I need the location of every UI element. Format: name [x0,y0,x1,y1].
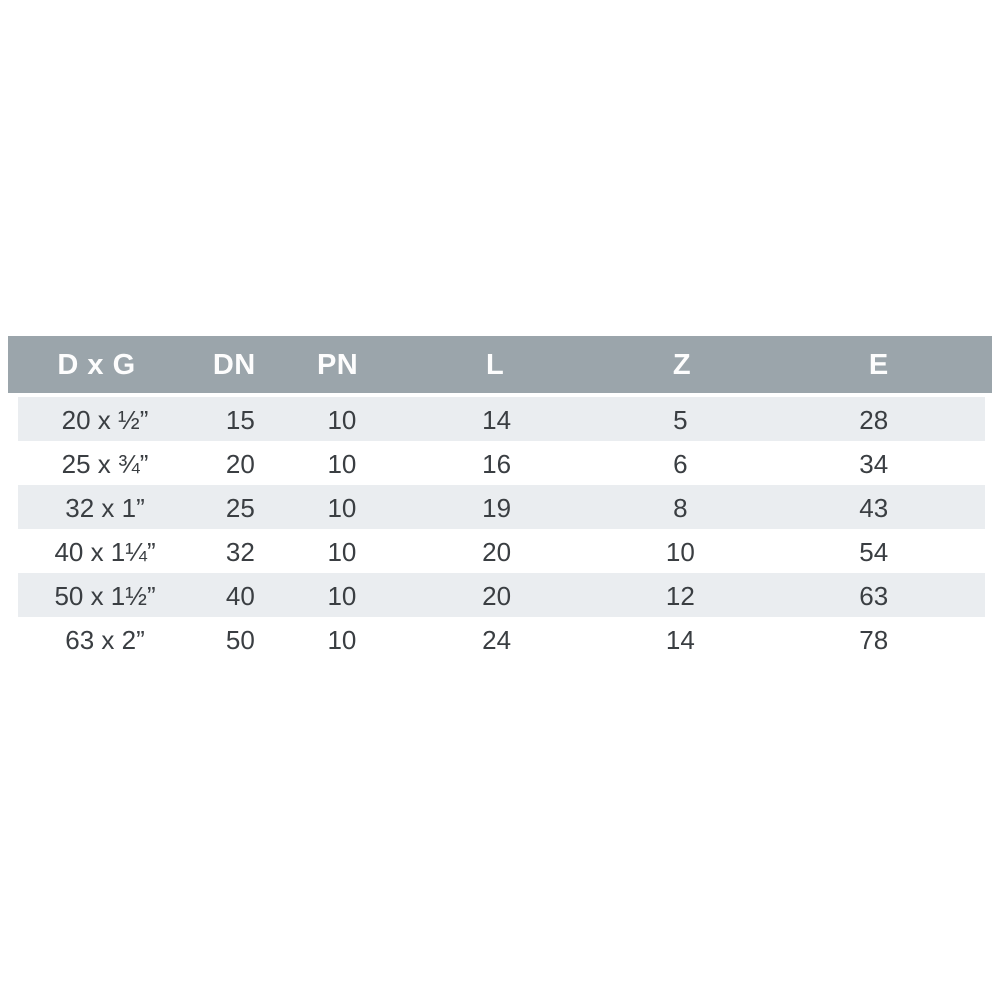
table-row: 50 x 1½” 40 10 20 12 63 [18,573,985,617]
cell-e: 78 [859,625,889,655]
table-row: 40 x 1¼” 32 10 20 10 54 [18,529,985,573]
cell-dn: 40 [225,581,255,611]
table-row: 32 x 1” 25 10 19 8 43 [18,485,985,529]
column-header-dn: DN [212,349,256,381]
cell-z: 14 [665,625,695,655]
column-header-pn: PN [316,349,359,381]
cell-dxg: 32 x 1” [65,493,145,523]
cell-l: 20 [482,581,512,611]
table-row: 63 x 2” 50 10 24 14 78 [18,617,985,661]
cell-dn: 50 [225,625,255,655]
cell-dxg: 20 x ½” [61,405,149,435]
cell-l: 16 [482,449,512,479]
column-header-l: L [485,349,505,381]
table-body: 20 x ½” 15 10 14 5 28 25 x ¾” 20 10 16 6… [8,397,992,661]
cell-pn: 10 [327,449,357,479]
cell-z: 8 [673,493,688,523]
cell-e: 28 [859,405,889,435]
table-header-row: D x G DN PN L Z E [8,336,992,393]
cell-e: 43 [859,493,889,523]
dimension-spec-table: D x G DN PN L Z E 20 x ½” 15 10 14 5 28 … [8,336,992,661]
table-row: 20 x ½” 15 10 14 5 28 [18,397,985,441]
cell-pn: 10 [327,405,357,435]
cell-l: 20 [482,537,512,567]
cell-dxg: 40 x 1¼” [54,537,156,567]
cell-l: 19 [482,493,512,523]
cell-dn: 15 [225,405,255,435]
cell-pn: 10 [327,537,357,567]
cell-dxg: 63 x 2” [65,625,145,655]
cell-l: 24 [482,625,512,655]
cell-e: 63 [859,581,889,611]
cell-z: 5 [673,405,688,435]
column-header-e: E [868,349,889,381]
cell-pn: 10 [327,493,357,523]
cell-dxg: 25 x ¾” [61,449,149,479]
cell-l: 14 [482,405,512,435]
cell-dn: 25 [225,493,255,523]
cell-z: 6 [673,449,688,479]
cell-pn: 10 [327,581,357,611]
cell-e: 34 [859,449,889,479]
cell-dn: 32 [225,537,255,567]
column-header-dxg: D x G [57,349,136,381]
table-row: 25 x ¾” 20 10 16 6 34 [18,441,985,485]
cell-z: 12 [665,581,695,611]
cell-z: 10 [665,537,695,567]
cell-dxg: 50 x 1½” [54,581,156,611]
cell-e: 54 [859,537,889,567]
column-header-z: Z [672,349,692,381]
cell-dn: 20 [225,449,255,479]
cell-pn: 10 [327,625,357,655]
